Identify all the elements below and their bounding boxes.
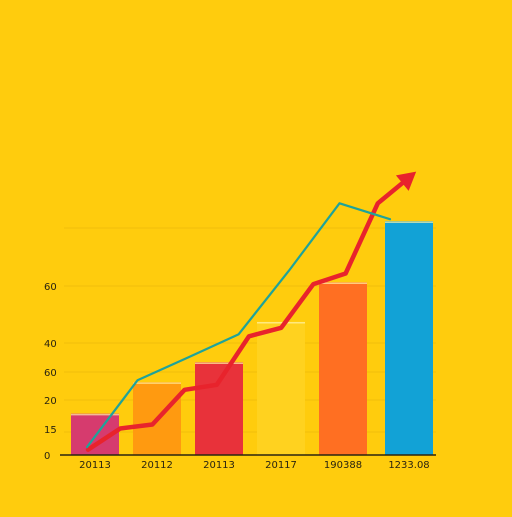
y-tick-label: 20 (44, 396, 57, 407)
y-tick-label: 15 (44, 425, 57, 436)
y-axis-tick-labels: 0 15 20 60 40 60 (44, 282, 57, 462)
x-tick-label: 20113 (79, 460, 111, 471)
y-tick-label: 60 (44, 282, 57, 293)
grid-lines (64, 227, 436, 456)
x-tick-label: 20117 (265, 460, 297, 471)
x-tick-label: 20113 (203, 460, 235, 471)
x-tick-label: 190388 (324, 460, 362, 471)
y-tick-label: 40 (44, 339, 57, 350)
bar (195, 362, 243, 455)
bar (319, 282, 367, 455)
x-tick-label: 1233.08 (388, 460, 429, 471)
x-tick-label: 20112 (141, 460, 173, 471)
bar (257, 321, 305, 455)
red-trend-line (85, 174, 413, 452)
y-tick-label: 60 (44, 368, 57, 379)
bar (385, 221, 433, 455)
bar-series (71, 221, 433, 455)
x-axis-tick-labels: 20113 20112 20113 20117 190388 1233.08 (79, 460, 430, 471)
line-series (85, 171, 417, 452)
y-tick-label: 0 (44, 451, 50, 462)
arrow-head-icon (395, 171, 417, 191)
teal-trend-line (85, 202, 392, 449)
